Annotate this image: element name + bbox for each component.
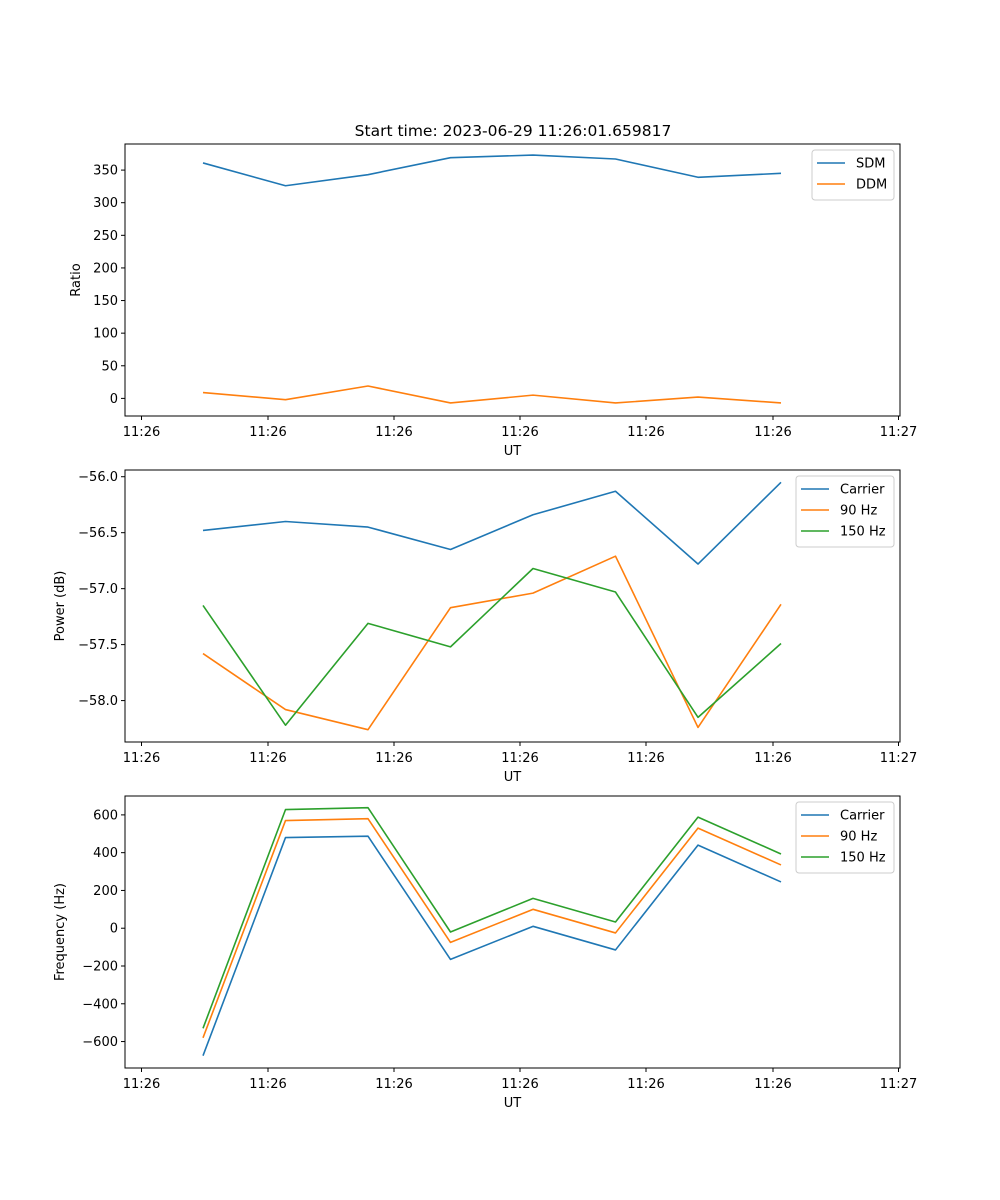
x-tick-label: 11:26	[123, 1077, 160, 1092]
y-tick-label: 250	[93, 229, 118, 244]
y-tick-label: 100	[93, 327, 118, 342]
axes-frame	[124, 469, 901, 743]
y-axis-label: Power (dB)	[53, 571, 68, 642]
x-tick-label: 11:26	[754, 425, 791, 440]
y-tick-label: 400	[93, 846, 118, 861]
series-line-carrier	[202, 835, 782, 1057]
series-line-sdm	[202, 154, 782, 187]
subplot-1: 11:26 11:26 11:26 11:26 11:26 11:26 11:27 0 50 10…	[69, 143, 917, 459]
series-line-150-hz	[202, 806, 782, 1029]
y-tick-label: −400	[82, 997, 118, 1012]
x-tick-label: 11:27	[880, 751, 917, 766]
legend-entry: Carrier	[840, 809, 885, 824]
legend: Carrier 90 Hz 150 Hz	[795, 475, 895, 548]
x-tick-label: 11:26	[375, 751, 412, 766]
legend-entry: 150 Hz	[840, 525, 886, 540]
series-line-90-hz	[202, 817, 782, 1039]
series-line-ddm	[202, 385, 782, 404]
series-line-90-hz	[202, 555, 782, 731]
figure-title: Start time: 2023-06-29 11:26:01.659817	[355, 122, 672, 140]
x-tick-label: 11:26	[249, 1077, 286, 1092]
legend-entry: SDM	[856, 157, 885, 172]
x-axis-label: UT	[504, 1096, 522, 1111]
legend: Carrier 90 Hz 150 Hz	[795, 801, 895, 874]
x-tick-label: 11:26	[375, 1077, 412, 1092]
y-axis-label: Ratio	[69, 263, 84, 296]
y-tick-label: −200	[82, 960, 118, 975]
x-tick-label: 11:26	[627, 1077, 664, 1092]
series-line-carrier	[202, 481, 782, 565]
x-tick-label: 11:26	[123, 751, 160, 766]
y-tick-label: 300	[93, 196, 118, 211]
legend-entry: DDM	[856, 178, 887, 193]
y-tick-label: −600	[82, 1035, 118, 1050]
legend-box	[795, 475, 895, 548]
y-tick-label: −57.5	[78, 638, 118, 653]
x-tick-label: 11:26	[501, 425, 538, 440]
x-axis-label: UT	[504, 770, 522, 785]
x-tick-label: 11:26	[501, 751, 538, 766]
y-tick-label: 0	[110, 922, 118, 937]
y-tick-label: −58.0	[78, 694, 118, 709]
subplot-3: 11:26 11:26 11:26 11:26 11:26 11:26 11:27 −600 −…	[53, 795, 917, 1111]
y-tick-label: 200	[93, 884, 118, 899]
y-tick-label: −56.5	[78, 526, 118, 541]
axes-frame	[124, 795, 901, 1069]
x-tick-label: 11:26	[249, 751, 286, 766]
series-line-150-hz	[202, 567, 782, 727]
x-tick-label: 11:26	[754, 751, 791, 766]
legend-entry: 150 Hz	[840, 851, 886, 866]
x-tick-label: 11:27	[880, 1077, 917, 1092]
y-tick-label: 0	[110, 392, 118, 407]
y-tick-label: −57.0	[78, 582, 118, 597]
legend-box	[795, 801, 895, 874]
x-tick-label: 11:26	[501, 1077, 538, 1092]
y-tick-label: 200	[93, 261, 118, 276]
subplot-2: 11:26 11:26 11:26 11:26 11:26 11:26 11:27 −58.0…	[53, 469, 917, 785]
x-tick-label: 11:26	[123, 425, 160, 440]
x-axis-label: UT	[504, 444, 522, 459]
legend-entry: Carrier	[840, 483, 885, 498]
x-tick-label: 11:26	[754, 1077, 791, 1092]
x-tick-label: 11:26	[375, 425, 412, 440]
y-tick-label: 600	[93, 808, 118, 823]
legend-entry: 90 Hz	[840, 830, 877, 845]
x-tick-label: 11:26	[249, 425, 286, 440]
y-tick-label: −56.0	[78, 470, 118, 485]
legend-entry: 90 Hz	[840, 504, 877, 519]
x-tick-label: 11:27	[880, 425, 917, 440]
y-tick-label: 150	[93, 294, 118, 309]
legend: SDM DDM	[811, 149, 895, 201]
axes-frame	[124, 143, 901, 417]
y-tick-label: 50	[101, 359, 118, 374]
x-tick-label: 11:26	[627, 751, 664, 766]
y-tick-label: 350	[93, 164, 118, 179]
y-axis-label: Frequency (Hz)	[53, 883, 68, 981]
x-tick-label: 11:26	[627, 425, 664, 440]
